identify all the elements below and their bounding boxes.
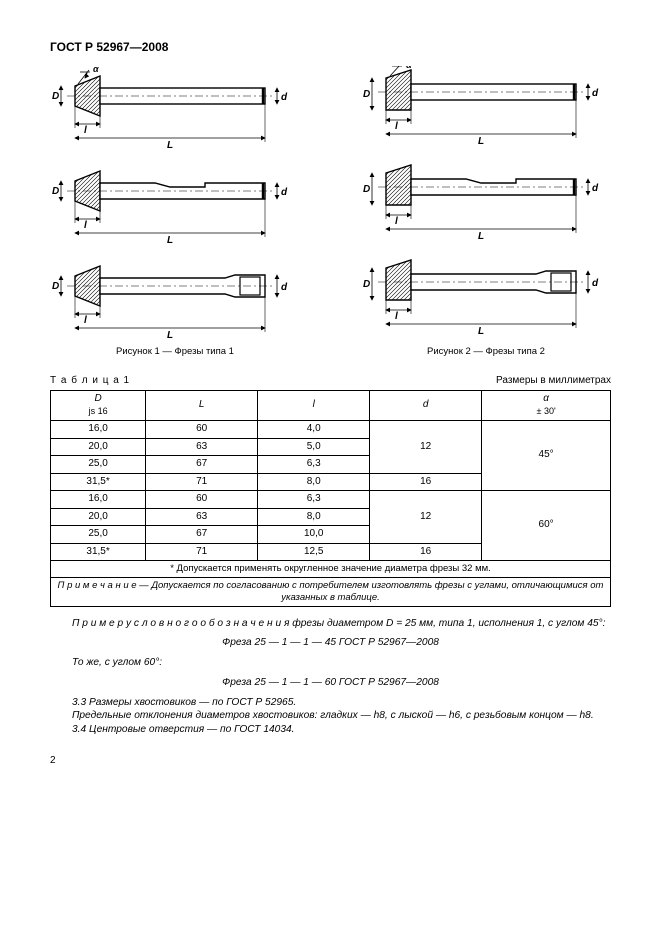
svg-text:L: L bbox=[478, 231, 484, 242]
figure-2-drawing: α D d l L bbox=[361, 66, 611, 346]
svg-text:L: L bbox=[167, 140, 173, 151]
example-lead: П р и м е р у с л о в н о г о о б о з н … bbox=[50, 617, 611, 631]
svg-text:l: l bbox=[84, 220, 87, 231]
svg-text:α: α bbox=[93, 66, 99, 74]
body-text: П р и м е р у с л о в н о г о о б о з н … bbox=[50, 617, 611, 737]
svg-text:l: l bbox=[395, 121, 398, 132]
col-L: L bbox=[146, 391, 258, 421]
p-3-3a: 3.3 Размеры хвостовиков — по ГОСТ Р 5296… bbox=[50, 696, 611, 710]
col-D: D js 16 bbox=[51, 391, 146, 421]
svg-text:l: l bbox=[84, 125, 87, 136]
same-with: То же, с углом 60°: bbox=[50, 656, 611, 670]
svg-text:d: d bbox=[281, 92, 288, 103]
p-3-3b: Предельные отклонения диаметров хвостови… bbox=[50, 709, 611, 723]
designation-1: Фреза 25 — 1 — 1 — 45 ГОСТ Р 52967—2008 bbox=[50, 636, 611, 650]
table-units: Размеры в миллиметрах bbox=[496, 375, 611, 386]
table-row: 16,0 60 6,3 12 60° bbox=[51, 491, 611, 509]
svg-text:d: d bbox=[592, 183, 599, 194]
col-l: l bbox=[258, 391, 370, 421]
page: ГОСТ Р 52967—2008 bbox=[0, 0, 661, 796]
p-3-4: 3.4 Центровые отверстия — по ГОСТ 14034. bbox=[50, 723, 611, 737]
svg-text:D: D bbox=[363, 184, 370, 195]
svg-text:D: D bbox=[363, 279, 370, 290]
table-footnote-note: П р и м е ч а н и е — Допускается по сог… bbox=[51, 577, 611, 606]
svg-text:D: D bbox=[52, 281, 59, 292]
table-footnote-star: * Допускается применять округленное знач… bbox=[51, 561, 611, 578]
dimensions-table: D js 16 L l d α ± 30' 16,0 60 4,0 12 45° bbox=[50, 390, 611, 607]
col-alpha: α ± 30' bbox=[482, 391, 611, 421]
svg-text:D: D bbox=[363, 89, 370, 100]
doc-header: ГОСТ Р 52967—2008 bbox=[50, 40, 611, 54]
svg-text:l: l bbox=[84, 315, 87, 326]
svg-text:l: l bbox=[395, 311, 398, 322]
svg-text:L: L bbox=[478, 326, 484, 337]
svg-text:L: L bbox=[167, 330, 173, 341]
figure-1-caption: Рисунок 1 — Фрезы типа 1 bbox=[50, 346, 300, 357]
designation-2: Фреза 25 — 1 — 1 — 60 ГОСТ Р 52967—2008 bbox=[50, 676, 611, 690]
figure-2-caption: Рисунок 2 — Фрезы типа 2 bbox=[361, 346, 611, 357]
svg-text:D: D bbox=[52, 91, 59, 102]
figures-block: α D d l L bbox=[50, 66, 611, 371]
svg-text:d: d bbox=[592, 278, 599, 289]
svg-text:L: L bbox=[478, 136, 484, 147]
table-row: 16,0 60 4,0 12 45° bbox=[51, 421, 611, 439]
table-label: Т а б л и ц а 1 bbox=[50, 375, 130, 386]
svg-text:D: D bbox=[52, 186, 59, 197]
svg-text:d: d bbox=[281, 187, 288, 198]
svg-text:L: L bbox=[167, 235, 173, 246]
figure-1-drawing: α D d l L bbox=[50, 66, 300, 346]
figure-1-column: α D d l L bbox=[50, 66, 300, 371]
svg-text:α: α bbox=[406, 66, 412, 70]
svg-text:l: l bbox=[395, 216, 398, 227]
col-d: d bbox=[370, 391, 482, 421]
page-number: 2 bbox=[50, 755, 611, 766]
svg-text:d: d bbox=[281, 282, 288, 293]
table-header-row: Т а б л и ц а 1 Размеры в миллиметрах bbox=[50, 375, 611, 386]
figure-2-column: α D d l L bbox=[361, 66, 611, 371]
svg-text:d: d bbox=[592, 88, 599, 99]
